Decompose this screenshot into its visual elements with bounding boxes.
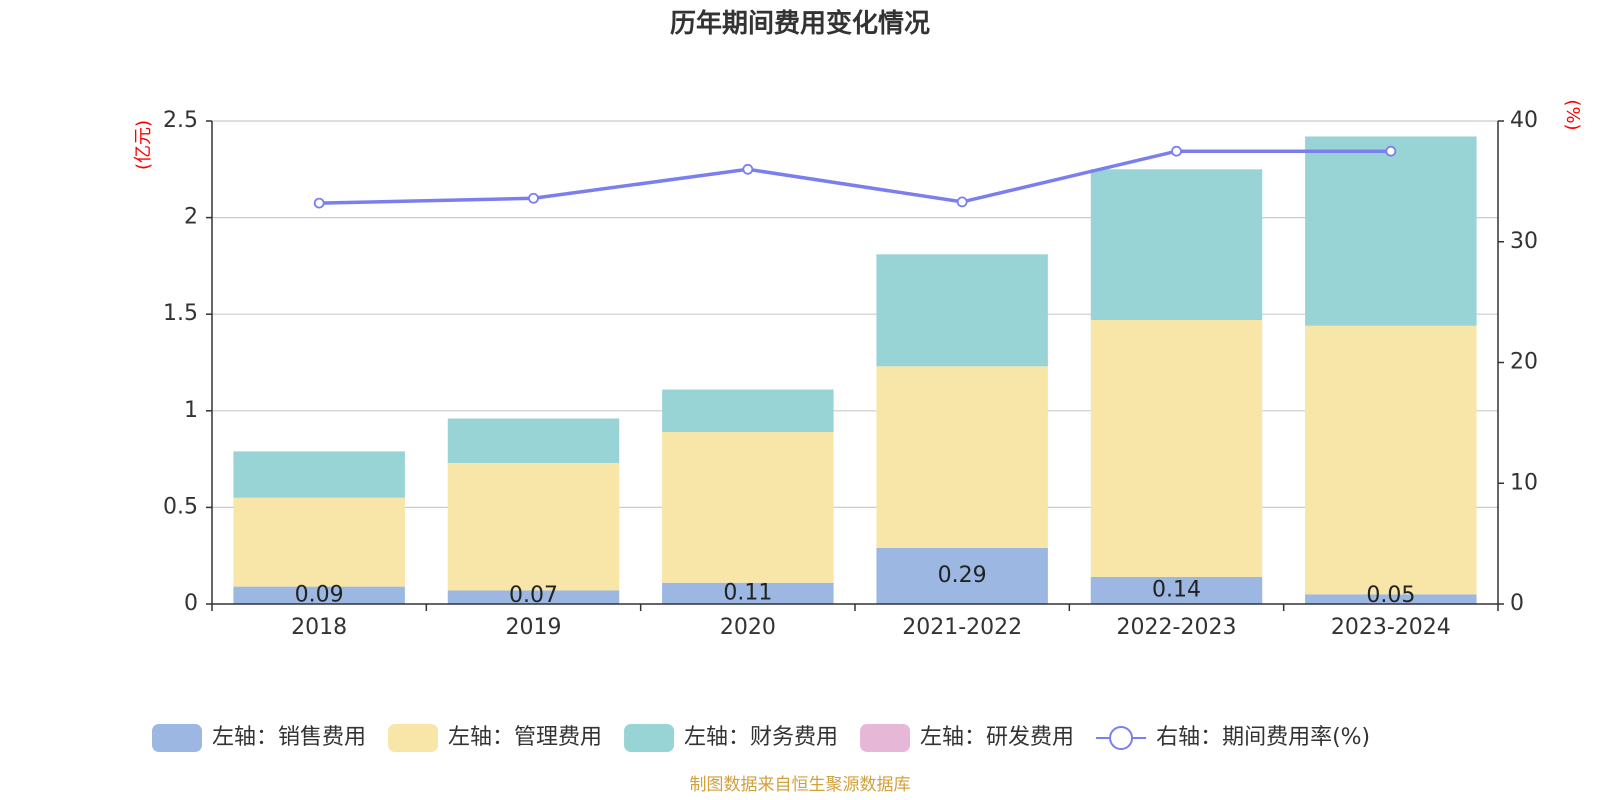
legend-item: 左轴：管理费用 [388,724,602,752]
left-axis-tick-label: 1.5 [163,301,198,326]
chart-title: 历年期间费用变化情况 [670,8,930,39]
data-label: 0.07 [509,583,558,608]
bar-segment-1 [233,497,405,587]
bar-segment-1 [662,432,834,583]
legend-label: 右轴：期间费用率(%) [1156,725,1370,750]
bar-series [233,136,1477,604]
bar-segment-1 [876,366,1048,548]
right-axis-tick-label: 40 [1510,108,1538,133]
bar-segment-2 [876,254,1048,367]
x-axis-tick-label: 2019 [506,615,562,640]
data-label: 0.11 [723,580,772,605]
rate-point [742,163,754,175]
x-axis-tick-label: 2018 [291,615,347,640]
bar-segment-0 [1305,594,1477,604]
rate-line-series [313,145,1397,209]
bar-segment-1 [447,462,620,591]
legend-label: 左轴：财务费用 [684,725,838,750]
axes: 0 0.5 1 1.5 2 2.5 0 10 20 30 40 2018 2019 2020 2021-20… [163,108,1538,640]
bar-segment-2 [662,389,834,433]
bar-segment-2 [233,451,405,498]
legend-swatch [624,724,675,752]
bar-segment-0 [662,582,834,604]
right-axis-tick-label: 0 [1510,591,1524,616]
bar-segment-1 [1090,319,1263,577]
bar-segment-2 [447,418,620,463]
bar-segment-1 [1305,325,1477,595]
grid-lines [212,120,1498,508]
rate-point [956,196,968,208]
right-axis-tick-label: 10 [1510,470,1538,495]
data-label: 0.14 [1152,577,1201,602]
rate-point [1171,145,1182,157]
bar-segment-2 [1305,136,1477,326]
left-axis-tick-label: 2 [184,205,198,230]
bar-segment-2 [1090,169,1263,320]
left-axis-tick-label: 1 [184,398,198,423]
bar-segment-0 [447,590,620,604]
x-axis-tick-label: 2020 [720,615,776,640]
legend-swatch [388,724,439,752]
right-axis-tick-label: 20 [1510,350,1538,375]
bar-segment-0 [233,586,405,604]
legend-label: 左轴：销售费用 [212,725,366,750]
rate-point [1385,145,1397,157]
left-axis-tick-label: 0.5 [163,494,198,519]
rate-point [528,192,539,204]
legend: 左轴：销售费用 左轴：管理费用 左轴：财务费用 左轴：研发费用 右轴：期间费用率(%) [152,724,1370,752]
legend-item: 左轴：研发费用 [860,724,1074,752]
left-axis-tick-label: 0 [184,591,198,616]
legend-label: 左轴：管理费用 [448,725,602,750]
legend-item: 左轴：财务费用 [624,724,838,752]
legend-item: 左轴：销售费用 [152,724,366,752]
left-axis-unit: (亿元) [133,120,154,170]
legend-swatch [152,724,202,752]
data-labels: 0.09 0.07 0.11 0.29 0.14 0.05 [295,563,1416,608]
source-footer: 制图数据来自恒生聚源数据库 [690,775,911,795]
bar-segment-0 [876,547,1048,604]
legend-label: 左轴：研发费用 [920,725,1074,750]
right-axis-unit: (%) [1562,99,1583,130]
bar-segment-0 [1090,576,1263,604]
right-axis-tick-label: 30 [1510,229,1538,254]
left-axis-tick-label: 2.5 [163,108,198,133]
x-axis-tick-label: 2021-2022 [902,615,1022,640]
x-axis-tick-label: 2023-2024 [1331,615,1451,640]
rate-line [319,149,1391,205]
rate-point [313,197,325,209]
data-label: 0.05 [1366,583,1415,608]
data-label: 0.29 [938,563,987,588]
legend-item: 右轴：期间费用率(%) [1096,725,1370,750]
legend-marker [1109,726,1134,750]
legend-swatch [860,724,911,752]
data-label: 0.09 [295,582,344,607]
x-axis-tick-label: 2022-2023 [1117,615,1237,640]
